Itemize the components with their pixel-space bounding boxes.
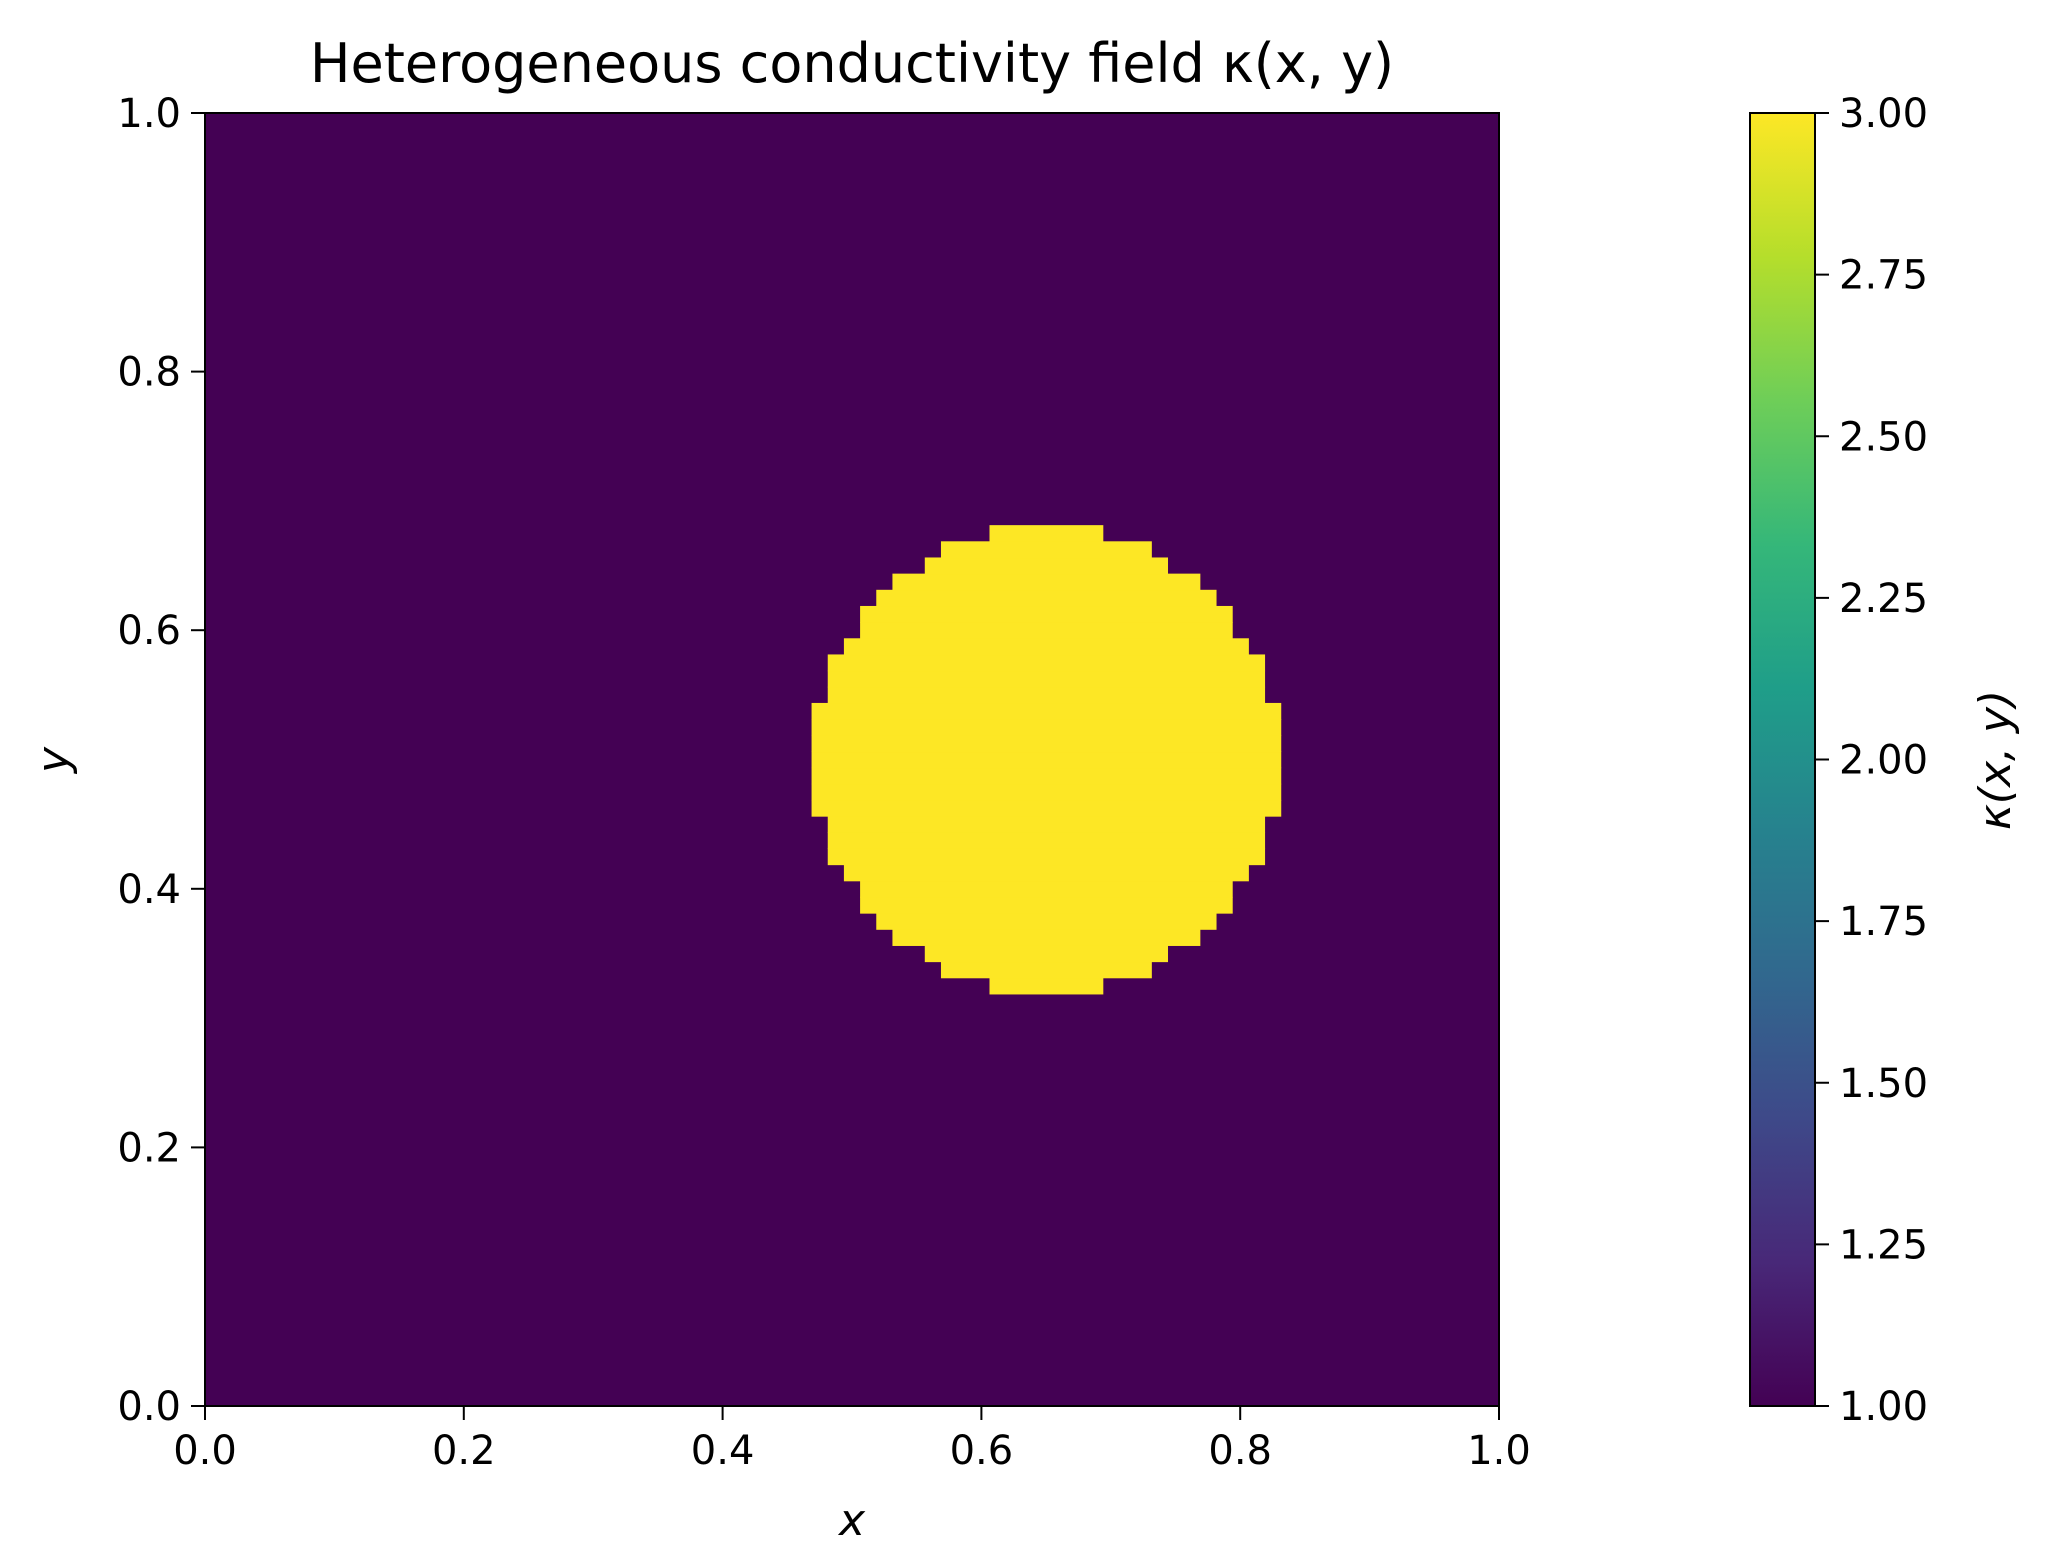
heatmap-cell-run (811, 767, 1282, 785)
x-tick-label: 0.0 (173, 1428, 237, 1474)
x-tick-label: 0.2 (432, 1428, 496, 1474)
heatmap-cell-run (811, 735, 1282, 753)
colorbar-tick-label: 1.75 (1839, 899, 1928, 945)
colorbar-tick-label: 1.50 (1839, 1061, 1928, 1107)
heatmap-cell-run (940, 541, 1152, 559)
heatmap-cell-run (827, 654, 1266, 672)
heatmap-cell-run (892, 929, 1201, 946)
heatmap-cell-run (860, 880, 1233, 898)
y-tick-label: 0.2 (117, 1125, 181, 1171)
colorbar-gradient (1749, 112, 1816, 1407)
heatmap-cell-run (860, 622, 1233, 639)
heatmap-cell-run (860, 605, 1233, 623)
heatmap-cell-run (924, 557, 1169, 575)
y-axis-label: y (28, 746, 79, 775)
x-axis-ticks: 0.0 0.2 0.4 0.6 0.8 1.0 (173, 1406, 1531, 1474)
plot-frame (204, 112, 1500, 1407)
colorbar-tick-label: 1.25 (1839, 1222, 1928, 1268)
x-tick-label: 1.0 (1467, 1428, 1531, 1474)
heatmap-cell-run (827, 832, 1266, 849)
colorbar-tick-label: 2.25 (1839, 576, 1928, 622)
y-axis-ticks: 0.0 0.2 0.4 0.6 0.8 1.0 (117, 91, 205, 1430)
colorbar-tick-label: 2.00 (1839, 738, 1928, 784)
heatmap-cell-run (860, 896, 1233, 914)
heatmap-cell-run (827, 848, 1266, 866)
colorbar-tick-label: 2.50 (1839, 414, 1928, 460)
heatmap-cell-run (924, 945, 1169, 963)
heatmap-cell-run (811, 702, 1282, 720)
colorbar-ticks: 3.00 2.75 2.50 2.25 2.00 1.75 1.50 1.25 1.00 (1815, 91, 1928, 1430)
colorbar-tick-label: 2.75 (1839, 253, 1928, 299)
heatmap-cell-run (892, 573, 1201, 591)
y-tick-label: 1.0 (117, 91, 181, 137)
heatmap-cell-run (827, 670, 1266, 688)
y-tick-label: 0.4 (117, 867, 181, 913)
heatmap-inclusion-cells (811, 525, 1282, 995)
heatmap-cell-run (811, 751, 1282, 769)
heatmap-area (204, 112, 1500, 1407)
y-tick-label: 0.6 (117, 608, 181, 654)
heatmap-cell-run (876, 913, 1217, 930)
heatmap-cell-run (811, 799, 1282, 817)
y-tick-label: 0.8 (117, 350, 181, 396)
heatmap-cell-run (811, 783, 1282, 801)
x-tick-label: 0.6 (950, 1428, 1014, 1474)
y-tick-label: 0.0 (117, 1384, 181, 1430)
heatmap-cell-run (843, 864, 1249, 882)
heatmap-cell-run (876, 589, 1217, 607)
heatmap-cell-run (811, 719, 1282, 736)
chart-title: Heterogeneous conductivity field κ(x, y) (310, 32, 1394, 95)
x-axis-label: x (837, 1495, 866, 1546)
heatmap-cell-run (827, 686, 1266, 704)
colorbar: 3.00 2.75 2.50 2.25 2.00 1.75 1.50 1.25 1.00 κ(x… (1749, 91, 2021, 1430)
heatmap-cell-run (843, 638, 1249, 656)
colorbar-label: κ(x, y) (1970, 690, 2021, 830)
heatmap-cell-run (940, 961, 1152, 979)
x-tick-label: 0.4 (691, 1428, 755, 1474)
heatmap-cell-run (827, 816, 1266, 833)
x-tick-label: 0.8 (1208, 1428, 1272, 1474)
colorbar-tick-label: 1.00 (1839, 1384, 1928, 1430)
heatmap-cell-run (989, 977, 1104, 995)
colorbar-tick-label: 3.00 (1839, 91, 1928, 137)
heatmap-cell-run (989, 525, 1104, 542)
